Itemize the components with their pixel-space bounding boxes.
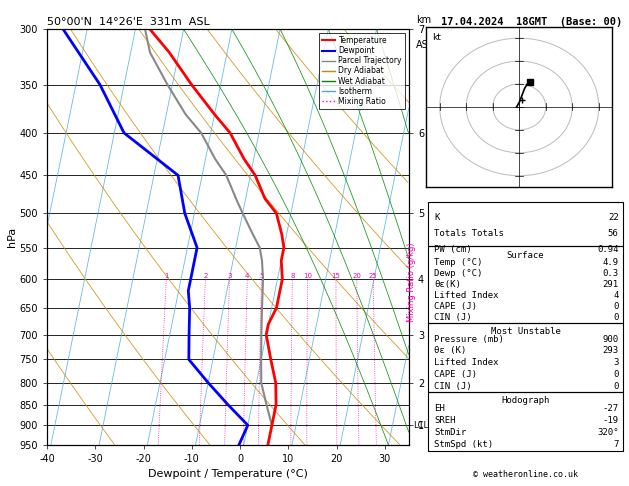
Text: 4.9: 4.9 — [603, 258, 619, 267]
Text: 0: 0 — [613, 313, 619, 322]
Text: Temp (°C): Temp (°C) — [435, 258, 483, 267]
Text: LCL: LCL — [413, 421, 428, 430]
Text: 5: 5 — [259, 273, 264, 279]
Text: Pressure (mb): Pressure (mb) — [435, 334, 504, 344]
Text: θε (K): θε (K) — [435, 347, 467, 355]
Text: 293: 293 — [603, 347, 619, 355]
Bar — [428, 202, 623, 246]
Text: StmDir: StmDir — [435, 428, 467, 437]
Text: -19: -19 — [603, 416, 619, 425]
Text: Lifted Index: Lifted Index — [435, 291, 499, 300]
Text: 320°: 320° — [597, 428, 619, 437]
Text: 291: 291 — [603, 280, 619, 289]
Text: θε(K): θε(K) — [435, 280, 461, 289]
Text: 17.04.2024  18GMT  (Base: 00): 17.04.2024 18GMT (Base: 00) — [441, 17, 622, 27]
Text: 25: 25 — [369, 273, 377, 279]
Text: 0: 0 — [613, 370, 619, 379]
Text: SREH: SREH — [435, 416, 456, 425]
Text: 20: 20 — [352, 273, 361, 279]
Text: -27: -27 — [603, 404, 619, 413]
Y-axis label: hPa: hPa — [7, 227, 17, 247]
Text: EH: EH — [435, 404, 445, 413]
Text: CIN (J): CIN (J) — [435, 382, 472, 391]
Bar — [428, 246, 623, 323]
Text: 3: 3 — [227, 273, 232, 279]
Text: 3: 3 — [613, 358, 619, 367]
Text: Hodograph: Hodograph — [501, 396, 550, 405]
Text: K: K — [435, 212, 440, 222]
Text: 22: 22 — [608, 212, 619, 222]
Text: CIN (J): CIN (J) — [435, 313, 472, 322]
Text: 56: 56 — [608, 229, 619, 238]
Bar — [428, 392, 623, 451]
Text: ASL: ASL — [416, 39, 435, 50]
Text: 0: 0 — [613, 302, 619, 311]
Text: 10: 10 — [303, 273, 312, 279]
Text: Dewp (°C): Dewp (°C) — [435, 269, 483, 278]
Text: km: km — [416, 15, 431, 25]
Text: 50°00'N  14°26'E  331m  ASL: 50°00'N 14°26'E 331m ASL — [47, 17, 210, 27]
Text: 15: 15 — [331, 273, 340, 279]
Text: © weatheronline.co.uk: © weatheronline.co.uk — [473, 470, 578, 479]
Text: Mixing Ratio (g/kg): Mixing Ratio (g/kg) — [408, 242, 416, 322]
Legend: Temperature, Dewpoint, Parcel Trajectory, Dry Adiabat, Wet Adiabat, Isotherm, Mi: Temperature, Dewpoint, Parcel Trajectory… — [319, 33, 405, 109]
Text: CAPE (J): CAPE (J) — [435, 302, 477, 311]
Bar — [428, 323, 623, 392]
Text: Surface: Surface — [507, 251, 544, 260]
Text: Totals Totals: Totals Totals — [435, 229, 504, 238]
Text: Most Unstable: Most Unstable — [491, 327, 560, 336]
Text: 8: 8 — [290, 273, 294, 279]
Text: 900: 900 — [603, 334, 619, 344]
Text: 4: 4 — [613, 291, 619, 300]
Text: PW (cm): PW (cm) — [435, 245, 472, 254]
Text: Lifted Index: Lifted Index — [435, 358, 499, 367]
Text: StmSpd (kt): StmSpd (kt) — [435, 440, 494, 449]
Text: kt: kt — [432, 33, 441, 42]
X-axis label: Dewpoint / Temperature (°C): Dewpoint / Temperature (°C) — [148, 469, 308, 479]
Text: 1: 1 — [164, 273, 169, 279]
Text: 2: 2 — [203, 273, 208, 279]
Text: 7: 7 — [613, 440, 619, 449]
Text: 0.3: 0.3 — [603, 269, 619, 278]
Text: 0: 0 — [613, 382, 619, 391]
Text: CAPE (J): CAPE (J) — [435, 370, 477, 379]
Text: 0.94: 0.94 — [597, 245, 619, 254]
Text: 4: 4 — [245, 273, 250, 279]
